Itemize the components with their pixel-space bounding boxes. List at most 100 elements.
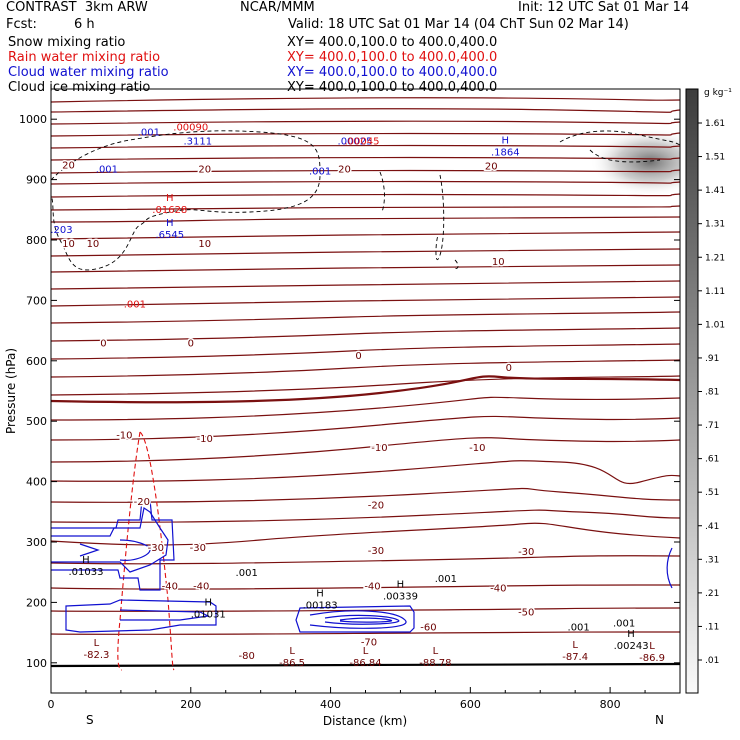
contour-value-label: .001 [124, 299, 146, 310]
y-tick-label: 500 [26, 415, 47, 428]
temperature-label: 20 [62, 161, 75, 172]
rain-contours [117, 431, 175, 671]
contour-value-labels: .001 .001 .001 .001 .001 .203 .001 .001 .3111 .00… [50, 122, 635, 633]
temperature-label: -40 [490, 583, 506, 594]
snow-shading [590, 128, 680, 196]
extremum-marker: H [397, 579, 405, 590]
temperature-label: 20 [198, 165, 211, 176]
colorbar-tick-label: .71 [705, 421, 719, 431]
temperature-label: 0 [188, 339, 194, 350]
north-label: N [655, 713, 664, 727]
extremum-marker: L [433, 646, 439, 657]
field-xy-cloud-water: XY= 400.0,100.0 to 400.0,400.0 [287, 65, 498, 80]
model-title: CONTRAST 3km ARW [6, 0, 148, 15]
extremum-value: -86.9 [639, 653, 665, 664]
extremum-value: -82.3 [83, 650, 109, 661]
temperature-label: 10 [492, 257, 505, 268]
colorbar-tick-label: .21 [705, 589, 719, 599]
extremum-marker: L [94, 638, 100, 649]
temperature-label: -60 [420, 623, 436, 634]
colorbar-tick-label: 1.11 [705, 287, 725, 297]
contour-value-label: .001 [96, 165, 118, 176]
field-xy-rain: XY= 400.0,100.0 to 400.0,400.0 [287, 50, 498, 65]
forecast-label: Fcst: [6, 17, 37, 32]
temperature-label: 20 [485, 162, 498, 173]
temperature-contours [51, 97, 680, 668]
colorbar-tick-label: .51 [705, 488, 719, 498]
extremum-value: .01031 [191, 609, 226, 620]
contour-value-label: .00045 [345, 136, 380, 147]
init-time: Init: 12 UTC Sat 01 Mar 14 [518, 0, 690, 15]
org-title: NCAR/MMM [240, 0, 315, 15]
field-xy-cloud-ice: XY= 400.0,100.0 to 400.0,400.0 [287, 80, 498, 95]
temperature-label: -30 [190, 543, 206, 554]
contour-value-label: .001 [309, 167, 331, 178]
forecast-value: 6 h [74, 17, 95, 32]
contour-value-label: .001 [236, 568, 258, 579]
extremum-value: .00243 [614, 641, 649, 652]
x-tick-label: 600 [460, 698, 481, 711]
contour-value-label: .001 [613, 618, 635, 629]
y-tick-label: 300 [26, 536, 47, 549]
extremum-value: .6545 [155, 230, 184, 241]
temperature-label: -10 [116, 430, 132, 441]
extremum-value: -87.4 [562, 652, 588, 663]
contour-value-label: .3111 [183, 136, 212, 147]
colorbar-tick-label: 1.01 [705, 320, 725, 330]
y-tick-label: 400 [26, 476, 47, 489]
temperature-label: 0 [506, 363, 512, 374]
extremum-marker: H [204, 597, 212, 608]
temperature-label: -10 [371, 443, 387, 454]
colorbar-tick-label: .01 [705, 656, 719, 666]
y-axis-title: Pressure (hPa) [4, 348, 18, 434]
colorbar [685, 88, 699, 694]
temperature-label: -50 [518, 607, 534, 618]
temperature-label: 0 [100, 339, 106, 350]
x-axis-title: Distance (km) [323, 714, 407, 728]
extremum-marker: H [82, 555, 90, 566]
extremum-marker: H [166, 193, 174, 204]
field-label-snow: Snow mixing ratio [8, 35, 126, 50]
extremum-value: -86.84 [349, 658, 381, 669]
colorbar-tick-label: 1.31 [705, 220, 725, 230]
temperature-label: 20 [338, 165, 351, 176]
x-tick-label: 800 [600, 698, 621, 711]
x-tick-label: 0 [48, 698, 55, 711]
temperature-label: -10 [469, 443, 485, 454]
colorbar-tick-label: .61 [705, 455, 719, 465]
contour-value-label: .00090 [173, 122, 208, 133]
y-tick-label: 100 [26, 657, 47, 670]
colorbar-tick-label: 1.41 [705, 186, 725, 196]
contour-value-label: .001 [138, 127, 160, 138]
y-tick-label: 800 [26, 234, 47, 247]
temperature-label: -70 [361, 638, 377, 649]
extrema-labels: L-82.3 L-86.5L-86.84L-88.78L-87.4L-86.9H.… [68, 135, 665, 668]
extremum-marker: L [649, 641, 655, 652]
ice-snow-contours [51, 130, 680, 271]
y-tick-label: 1000 [19, 113, 47, 126]
temperature-label: -40 [162, 581, 178, 592]
field-label-cloud-ice: Cloud ice mixing ratio [8, 80, 151, 95]
x-axis: 0 200 400 600 800 [48, 687, 681, 711]
cloud-water-contours [51, 499, 673, 633]
contour-value-label: .00025 [338, 136, 373, 147]
extremum-value: .00339 [383, 591, 418, 602]
extremum-value: .01033 [68, 567, 103, 578]
extremum-marker: H [166, 218, 174, 229]
colorbar-tick-label: .41 [705, 522, 719, 532]
temperature-label: -40 [193, 581, 209, 592]
colorbar-tick-label: .11 [705, 622, 719, 632]
y-tick-label: 700 [26, 294, 47, 307]
y-tick-label: 200 [26, 596, 47, 609]
field-label-rain: Rain water mixing ratio [8, 50, 161, 65]
extremum-marker: H [316, 588, 324, 599]
colorbar-ticks: 1.61 1.51 1.41 1.31 1.21 1.11 1.01 .91 .81 .71 .61… [698, 119, 725, 666]
extremum-value: .01628 [152, 205, 187, 216]
y-tick-label: 600 [26, 355, 47, 368]
temperature-label: -20 [368, 501, 384, 512]
temperature-label: -30 [148, 543, 164, 554]
extremum-marker: L [289, 646, 295, 657]
temperature-label: 0 [355, 351, 361, 362]
temperature-label: -40 [364, 581, 380, 592]
